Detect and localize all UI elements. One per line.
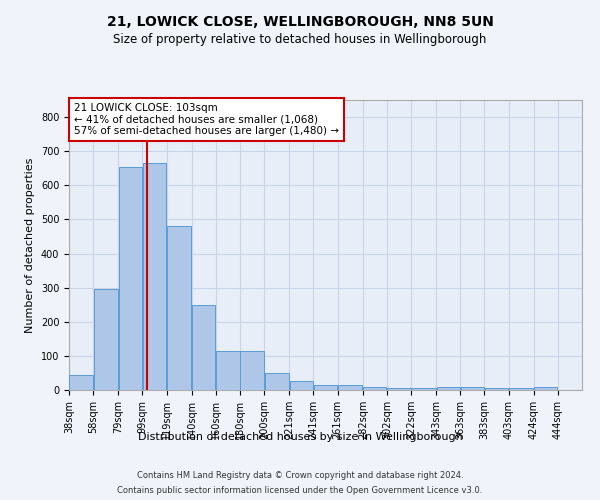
Bar [167, 226, 191, 390]
Bar [388, 388, 410, 390]
Bar [412, 388, 436, 390]
Bar [437, 388, 460, 390]
Bar [461, 388, 484, 390]
Text: Size of property relative to detached houses in Wellingborough: Size of property relative to detached ho… [113, 32, 487, 46]
Bar [94, 290, 118, 390]
Bar [290, 381, 313, 390]
Bar [338, 385, 362, 390]
Bar [314, 385, 337, 390]
Bar [70, 374, 92, 390]
Text: Contains HM Land Registry data © Crown copyright and database right 2024.: Contains HM Land Registry data © Crown c… [137, 471, 463, 480]
Bar [241, 352, 263, 390]
Text: Contains public sector information licensed under the Open Government Licence v3: Contains public sector information licen… [118, 486, 482, 495]
Bar [119, 166, 142, 390]
Bar [217, 352, 239, 390]
Bar [535, 388, 557, 390]
Bar [143, 163, 166, 390]
Bar [364, 388, 386, 390]
Bar [485, 388, 508, 390]
Bar [265, 373, 289, 390]
Bar [509, 388, 533, 390]
Text: 21, LOWICK CLOSE, WELLINGBOROUGH, NN8 5UN: 21, LOWICK CLOSE, WELLINGBOROUGH, NN8 5U… [107, 15, 493, 29]
Text: 21 LOWICK CLOSE: 103sqm
← 41% of detached houses are smaller (1,068)
57% of semi: 21 LOWICK CLOSE: 103sqm ← 41% of detache… [74, 103, 339, 136]
Bar [193, 304, 215, 390]
Text: Distribution of detached houses by size in Wellingborough: Distribution of detached houses by size … [137, 432, 463, 442]
Y-axis label: Number of detached properties: Number of detached properties [25, 158, 35, 332]
